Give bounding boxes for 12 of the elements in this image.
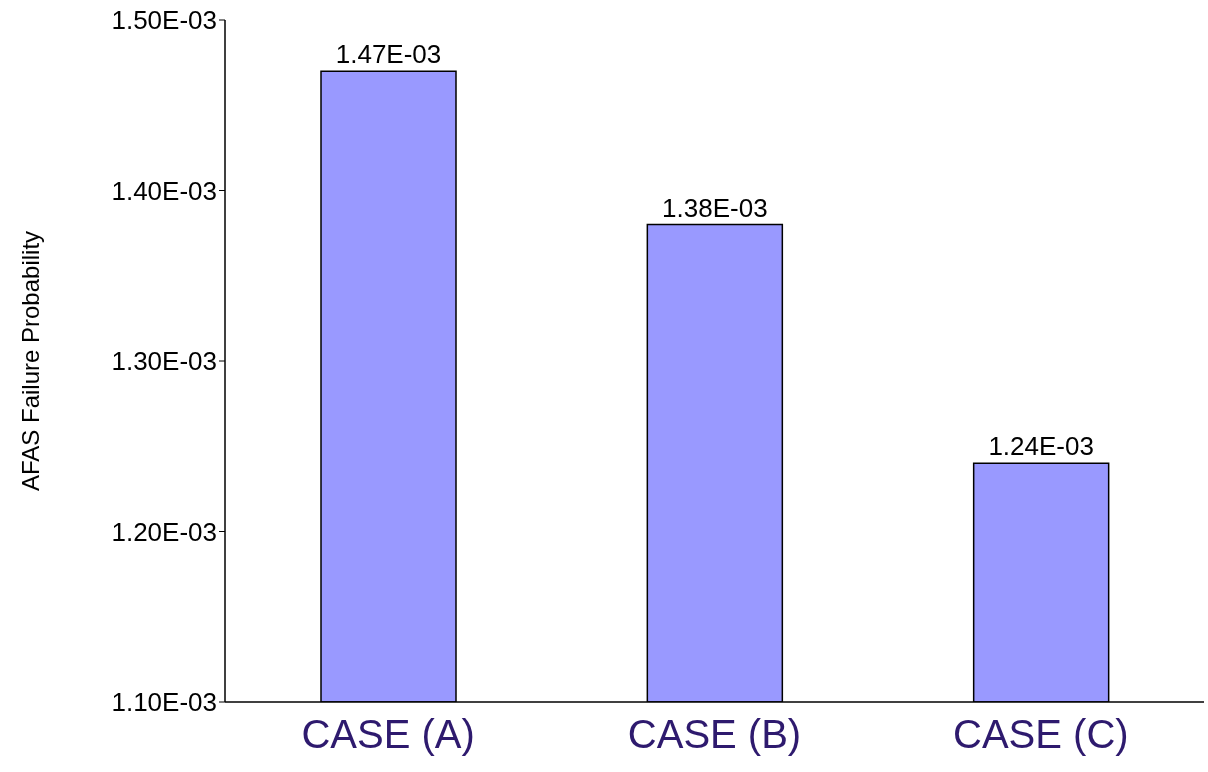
data-label: 1.47E-03: [335, 39, 442, 70]
x-tick-label: CASE (C): [953, 712, 1129, 757]
data-label: 1.38E-03: [662, 192, 768, 223]
data-label: 1.24E-03: [988, 431, 1094, 462]
y-tick-label: 1.50E-03: [111, 5, 217, 36]
x-tick-label: CASE (A): [301, 712, 475, 757]
y-tick-label: 1.30E-03: [111, 346, 217, 377]
y-tick-label: 1.20E-03: [111, 516, 217, 547]
y-axis-title: AFAS Failure Probability: [16, 230, 44, 492]
y-tick-label: 1.10E-03: [111, 687, 217, 718]
y-tick-label: 1.40E-03: [111, 175, 217, 206]
x-tick-label: CASE (B): [627, 712, 802, 757]
